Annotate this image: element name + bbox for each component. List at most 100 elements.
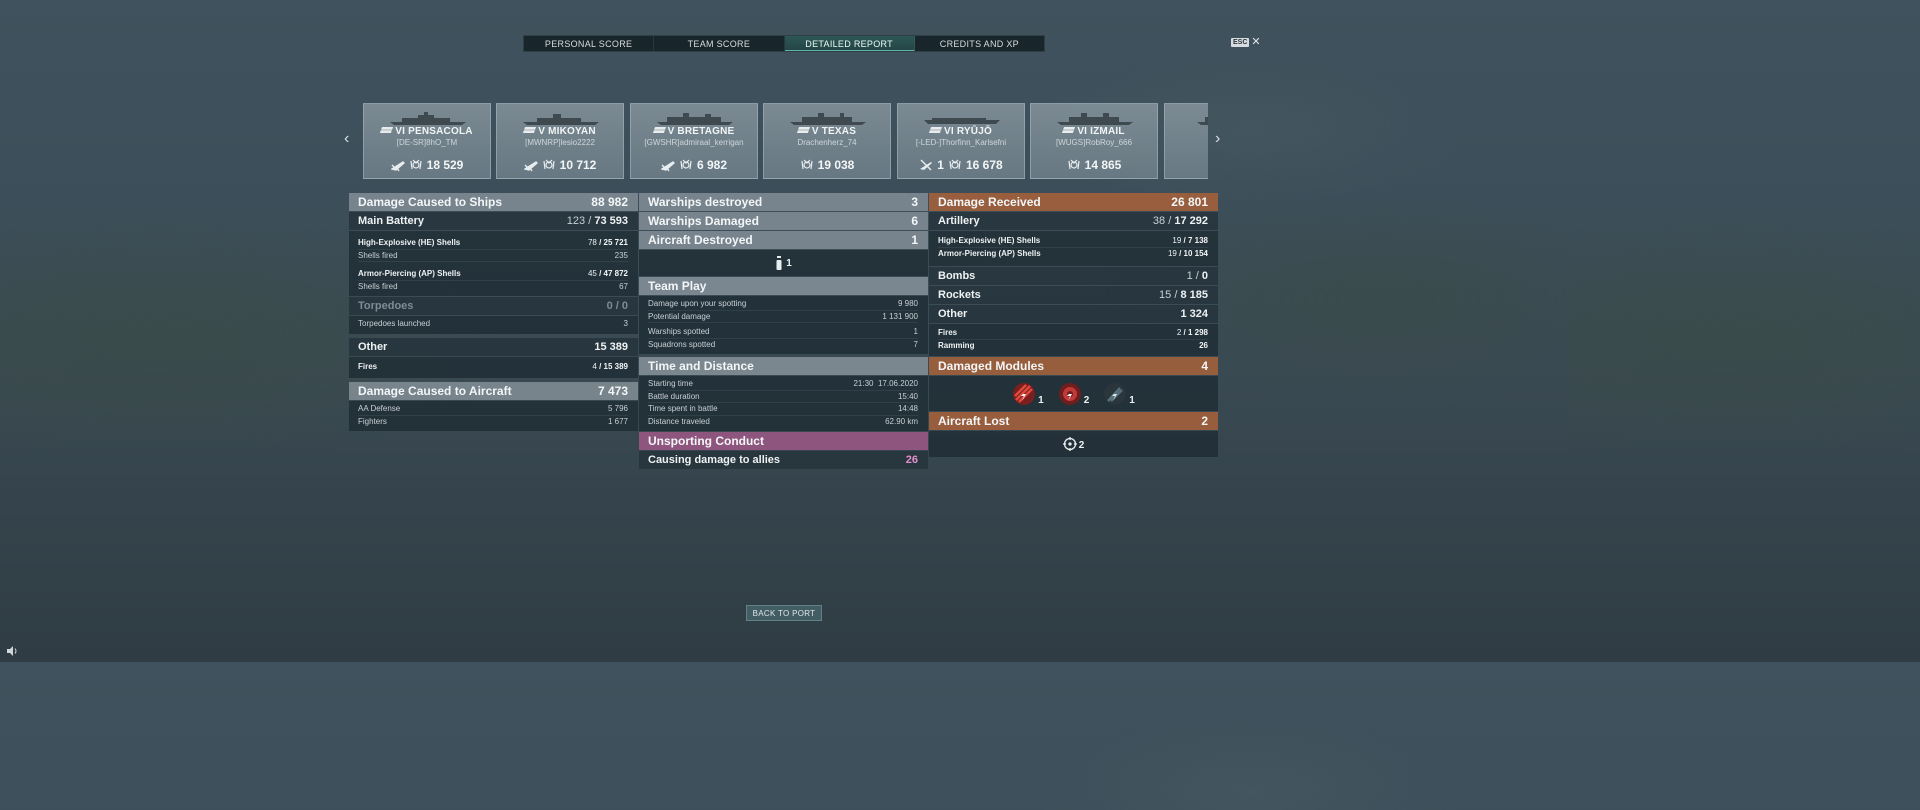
ship-card[interactable]: VI PENSACOLA [DE-SR]8hO_TM 18 529: [363, 103, 491, 179]
damaged-modules-header: Damaged Modules 4: [929, 357, 1218, 375]
aircraft-lost-header: Aircraft Lost 2: [929, 412, 1218, 430]
warships-spotted-row: Warships spotted 1: [648, 326, 918, 339]
player-name: Drachenherz_74: [797, 138, 857, 147]
fighters-row: Fighters 1 677: [358, 416, 628, 426]
torpedoes-details: Torpedoes launched 3: [349, 316, 638, 334]
ap-shells-fired-row: Shells fired 67: [358, 281, 628, 291]
ship-score: 19 038: [817, 158, 855, 172]
squadrons-spotted-row: Squadrons spotted 7: [648, 339, 918, 349]
ship-score: 6 982: [696, 158, 728, 172]
laurel-icon: [543, 159, 555, 170]
ship-name: V TEXAS: [764, 126, 890, 137]
speaker-icon[interactable]: [6, 645, 18, 657]
team-play-details: Damage upon your spotting 9 980 Potential…: [639, 296, 928, 354]
engine-module-icon: [1058, 382, 1081, 405]
main-battery-details: High-Explosive (HE) Shells 78 / 25 721 Sh…: [349, 231, 638, 296]
ap-received-row: Armor-Piercing (AP) Shells 19 / 10 154: [938, 248, 1208, 258]
tab-personal-score[interactable]: PERSONAL SCORE: [524, 36, 655, 51]
unsporting-conduct-header: Unsporting Conduct: [639, 432, 928, 450]
artillery-row: Artillery 38 / 17 292: [929, 212, 1218, 230]
player-name: [-LED-]Thorfinn_Karlsefni: [915, 138, 1007, 147]
ship-silhouette-icon: [657, 113, 733, 125]
plane-crossed-icon: [920, 159, 933, 171]
close-icon: ✕: [1251, 36, 1261, 48]
ship-silhouette-icon: [1057, 113, 1133, 125]
ship-name: V MIKOYAN: [497, 126, 623, 137]
ramming-row: Ramming 26: [938, 340, 1208, 350]
warships-damaged-header: Warships Damaged 6: [639, 212, 928, 230]
laurel-icon: [680, 159, 692, 170]
plane-icon: [523, 161, 538, 172]
team-play-header: Team Play: [639, 277, 928, 295]
ship-name: V BRETAGNE: [631, 126, 757, 137]
artillery-details: High-Explosive (HE) Shells 19 / 7 138 Arm…: [929, 231, 1218, 266]
laurel-icon: [801, 159, 813, 170]
carousel-next-button[interactable]: ›: [1215, 130, 1221, 147]
tab-team-score[interactable]: TEAM SCORE: [654, 36, 785, 51]
back-to-port-button[interactable]: BACK TO PORT: [746, 605, 822, 621]
warships-destroyed-header: Warships destroyed 3: [639, 193, 928, 211]
ship-score: 16 678: [965, 158, 1003, 172]
close-button[interactable]: ESC ✕: [1231, 36, 1261, 48]
player-name: [WUGS]RobRoy_666: [1055, 138, 1133, 147]
ship-name: VI IZMAIL: [1031, 126, 1157, 137]
ship-card[interactable]: [1164, 103, 1208, 179]
plane-icon: [390, 161, 405, 172]
player-name: [DE-SR]8hO_TM: [396, 138, 458, 147]
damage-caused-to-ships-header: Damage Caused to Ships 88 982: [349, 193, 638, 211]
ship-name: VI PENSACOLA: [364, 126, 490, 137]
plane-icon: [660, 161, 675, 172]
ship-silhouette-icon: [523, 114, 599, 125]
ship-card[interactable]: V BRETAGNE [GWSHR]admiraal_kerrigan 6 98…: [630, 103, 758, 179]
laurel-icon: [949, 159, 961, 170]
other-details: Fires 4 / 15 389: [349, 356, 638, 378]
ap-shells-row: Armor-Piercing (AP) Shells 45 / 47 872: [358, 268, 628, 281]
ship-card[interactable]: VI RYŪJŌ [-LED-]Thorfinn_Karlsefni 1 16 …: [897, 103, 1025, 179]
fires-received-row: Fires 2 / 1 298: [938, 327, 1208, 340]
ship-name: VI RYŪJŌ: [898, 126, 1024, 137]
bombs-row: Bombs 1 / 0: [929, 267, 1218, 285]
aircraft-destroyed-icons: 1: [639, 250, 928, 276]
fires-row: Fires 4 / 15 389: [358, 361, 628, 371]
he-shells-fired-row: Shells fired 235: [358, 250, 628, 262]
ship-silhouette-icon: [1197, 117, 1208, 125]
time-and-distance-header: Time and Distance: [639, 357, 928, 375]
ship-card[interactable]: V TEXAS Drachenherz_74 19 038: [763, 103, 891, 179]
aircraft-damage-details: AA Defense 5 796 Fighters 1 677: [349, 401, 638, 431]
he-received-row: High-Explosive (HE) Shells 19 / 7 138: [938, 235, 1208, 248]
damage-to-allies-row: Causing damage to allies 26: [639, 451, 928, 469]
ship-silhouette-icon: [790, 113, 866, 125]
ship-silhouette-icon: [924, 118, 1000, 124]
rockets-row: Rockets 15 / 8 185: [929, 286, 1218, 304]
fighter-target-icon: [1062, 437, 1077, 451]
aircraft-destroyed-header: Aircraft Destroyed 1: [639, 231, 928, 249]
battle-duration-row: Battle duration 15:40: [648, 391, 918, 403]
ship-score: 14 865: [1084, 158, 1122, 172]
distance-traveled-row: Distance traveled 62.90 km: [648, 416, 918, 426]
ship-score: 10 712: [559, 158, 597, 172]
aa-defense-row: AA Defense 5 796: [358, 403, 628, 416]
other-received-details: Fires 2 / 1 298 Ramming 26: [929, 324, 1218, 356]
ship-card[interactable]: V MIKOYAN [MWNRP]lesio2222 10 712: [496, 103, 624, 179]
ship-score: 18 529: [426, 158, 464, 172]
torpedoes-row: Torpedoes 0 / 0: [349, 297, 638, 315]
other-damage-row: Other 15 389: [349, 337, 638, 356]
main-battery-row: Main Battery 123 / 73 593: [349, 212, 638, 230]
main-battery-module-icon: [1013, 382, 1036, 405]
bomber-icon: [776, 256, 782, 270]
torpedoes-launched-row: Torpedoes launched 3: [358, 319, 628, 328]
damage-on-spotting-row: Damage upon your spotting 9 980: [648, 298, 918, 311]
time-in-battle-row: Time spent in battle 14:48: [648, 403, 918, 416]
laurel-icon: [410, 159, 422, 170]
damaged-modules-icons: 1 2 1: [929, 376, 1218, 411]
tab-detailed-report[interactable]: DETAILED REPORT: [784, 36, 915, 51]
damage-received-header: Damage Received 26 801: [929, 193, 1218, 211]
carousel-prev-button[interactable]: ‹: [344, 130, 350, 147]
tab-credits-and-xp[interactable]: CREDITS AND XP: [939, 39, 1019, 49]
report-tabs: PERSONAL SCORE TEAM SCORE DETAILED REPOR…: [523, 35, 1045, 52]
ship-card[interactable]: VI IZMAIL [WUGS]RobRoy_666 14 865: [1030, 103, 1158, 179]
battle-summary-column: Warships destroyed 3 Warships Damaged 6 Ai…: [639, 193, 928, 470]
damage-caused-to-aircraft-header: Damage Caused to Aircraft 7 473: [349, 382, 638, 400]
player-name: [GWSHR]admiraal_kerrigan: [644, 138, 744, 147]
damage-caused-column: Damage Caused to Ships 88 982 Main Batter…: [349, 193, 638, 432]
